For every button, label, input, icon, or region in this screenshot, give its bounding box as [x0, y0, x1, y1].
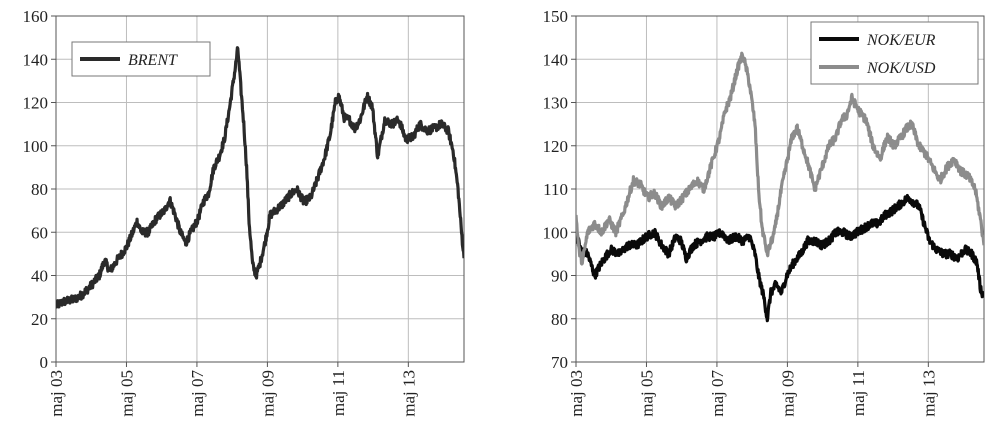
series-line-nok-eur — [576, 193, 984, 323]
y-tick-label: 20 — [31, 310, 48, 329]
y-tick-label: 150 — [543, 7, 569, 26]
y-tick-label: 40 — [31, 267, 48, 286]
legend-box — [810, 21, 979, 85]
y-tick-label: 80 — [551, 310, 568, 329]
y-tick-label: 160 — [23, 7, 49, 26]
series-line-nok-usd — [576, 51, 984, 266]
x-tick-label: maj 07 — [188, 370, 207, 417]
x-tick-label: maj 13 — [919, 370, 938, 417]
x-tick-label: maj 07 — [708, 370, 727, 417]
y-tick-label: 100 — [543, 223, 569, 242]
x-tick-label: maj 05 — [117, 370, 136, 417]
y-tick-label: 120 — [543, 137, 569, 156]
y-tick-label: 140 — [543, 50, 569, 69]
x-tick-label: maj 09 — [258, 370, 277, 417]
x-tick-label: maj 11 — [849, 370, 868, 416]
legend-label: BRENT — [128, 52, 178, 69]
x-tick-label: maj 13 — [399, 370, 418, 417]
y-tick-label: 70 — [551, 353, 568, 372]
chart-1: 0 20 40 60 80 100 120 140 160 maj 03 maj 05 maj 07 m… — [23, 7, 465, 417]
y-tick-label: 100 — [23, 137, 49, 156]
x-tick-label: maj 03 — [47, 370, 66, 417]
x-tick-label: maj 03 — [567, 370, 586, 417]
y-tick-label: 130 — [543, 94, 569, 113]
y-tick-label: 80 — [31, 180, 48, 199]
x-tick-label: maj 05 — [637, 370, 656, 417]
legend-label: NOK/USD — [866, 60, 936, 77]
y-tick-label: 0 — [40, 353, 49, 372]
y-tick-label: 120 — [23, 94, 49, 113]
legend: NOK/EUR NOK/USD — [810, 21, 979, 85]
legend: BRENT — [71, 41, 211, 77]
y-tick-label: 140 — [23, 50, 49, 69]
legend-label: NOK/EUR — [866, 32, 936, 49]
x-tick-label: maj 11 — [329, 370, 348, 416]
y-tick-label: 90 — [551, 267, 568, 286]
x-tick-label: maj 09 — [778, 370, 797, 417]
y-tick-label: 60 — [31, 223, 48, 242]
series-line-brent — [56, 46, 464, 309]
y-tick-label: 110 — [543, 180, 568, 199]
chart-2: 70 80 90 100 110 120 130 140 150 maj 03 maj 05 maj … — [543, 7, 985, 417]
